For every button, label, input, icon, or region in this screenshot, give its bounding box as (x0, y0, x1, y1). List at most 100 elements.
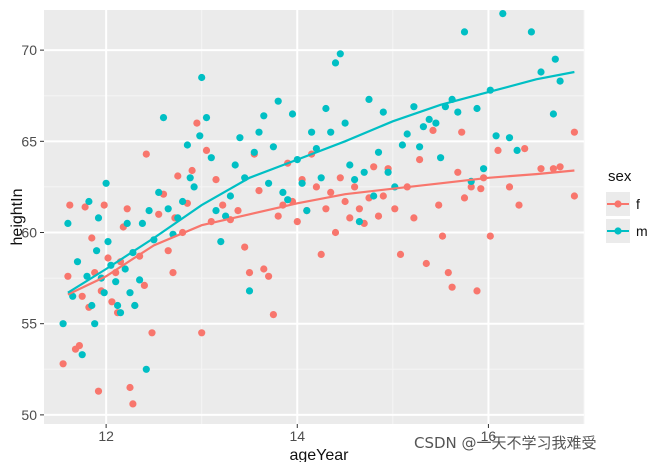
point-m (112, 278, 120, 286)
point-m (83, 272, 91, 280)
point-m (196, 132, 204, 140)
point-f (444, 269, 452, 277)
point-f (245, 269, 254, 277)
point-f (219, 201, 227, 209)
point-f (155, 210, 163, 218)
point-m (551, 55, 559, 63)
point-m (312, 145, 320, 153)
point-m (279, 188, 287, 196)
point-f (255, 187, 263, 195)
point-f (410, 214, 418, 222)
point-f (438, 232, 447, 240)
point-m (93, 247, 101, 255)
point-f (494, 146, 502, 154)
point-f (549, 165, 558, 173)
point-m (190, 183, 198, 191)
point-m (341, 119, 349, 127)
point-f (260, 265, 268, 273)
point-m (505, 134, 514, 142)
point-m (260, 112, 268, 120)
point-m (473, 104, 481, 113)
point-m (432, 119, 440, 127)
point-m (136, 276, 144, 284)
legend-label-f: f (636, 196, 640, 212)
point-f (104, 254, 112, 262)
y-tick-label: 60 (21, 225, 37, 241)
point-m (88, 301, 96, 310)
point-f (174, 172, 182, 180)
point-m (255, 128, 263, 136)
point-m (331, 59, 340, 67)
point-f (78, 292, 86, 300)
point-f (193, 119, 201, 127)
point-m (114, 301, 122, 310)
point-m (102, 179, 110, 187)
data-points (59, 10, 579, 408)
point-m (145, 207, 153, 215)
point-m (303, 207, 311, 215)
point-f (351, 183, 359, 191)
point-m (398, 141, 406, 149)
point-f (477, 185, 485, 193)
point-m (121, 265, 129, 273)
point-f (293, 218, 301, 226)
point-m (202, 114, 211, 122)
x-tick-label: 16 (481, 428, 497, 444)
y-tick-label: 70 (21, 42, 37, 58)
point-f (164, 247, 172, 255)
x-tick-label: 12 (98, 428, 114, 444)
point-m (336, 50, 344, 58)
point-f (458, 128, 466, 136)
point-m (73, 258, 82, 266)
point-m (327, 128, 335, 136)
point-m (245, 287, 254, 295)
point-f (212, 176, 220, 184)
major-grid (44, 10, 584, 424)
point-f (556, 163, 564, 171)
point-m (116, 309, 125, 317)
point-m (556, 77, 564, 85)
y-axis-label: heightIn (9, 189, 26, 246)
point-f (515, 201, 523, 209)
point-m (100, 289, 108, 297)
point-m (288, 110, 297, 118)
point-f (100, 201, 108, 209)
point-m (183, 141, 191, 149)
watermark-text: CSDN @一天不学习我难受 (414, 434, 597, 452)
point-f (269, 311, 277, 319)
point-f (570, 128, 579, 136)
point-f (123, 205, 131, 213)
point-m (269, 143, 277, 151)
point-f (346, 214, 354, 222)
point-f (129, 400, 137, 408)
point-m (212, 207, 220, 215)
point-f (94, 387, 103, 395)
point-f (467, 183, 475, 191)
point-m (186, 174, 194, 182)
point-m (370, 192, 378, 200)
x-axis-label: ageYear (289, 447, 349, 462)
point-m (384, 168, 392, 176)
point-f (473, 287, 481, 295)
y-tick-label: 55 (21, 316, 37, 332)
point-m (425, 115, 433, 123)
point-m (85, 197, 93, 206)
point-m (284, 196, 292, 204)
point-m (159, 114, 168, 122)
point-m (142, 365, 150, 373)
y-tick-label: 50 (21, 407, 37, 423)
point-m (64, 219, 72, 227)
smooth-line-f (67, 169, 575, 296)
point-m (123, 219, 131, 227)
point-m (346, 161, 354, 169)
point-f (448, 283, 456, 291)
point-f (148, 329, 156, 337)
point-f (505, 183, 514, 191)
point-m (410, 103, 418, 111)
plot-panel (44, 10, 584, 424)
point-f (142, 150, 150, 158)
point-f (429, 126, 437, 134)
x-tick-label: 14 (289, 428, 305, 444)
point-m (231, 161, 239, 169)
point-f (396, 250, 405, 258)
